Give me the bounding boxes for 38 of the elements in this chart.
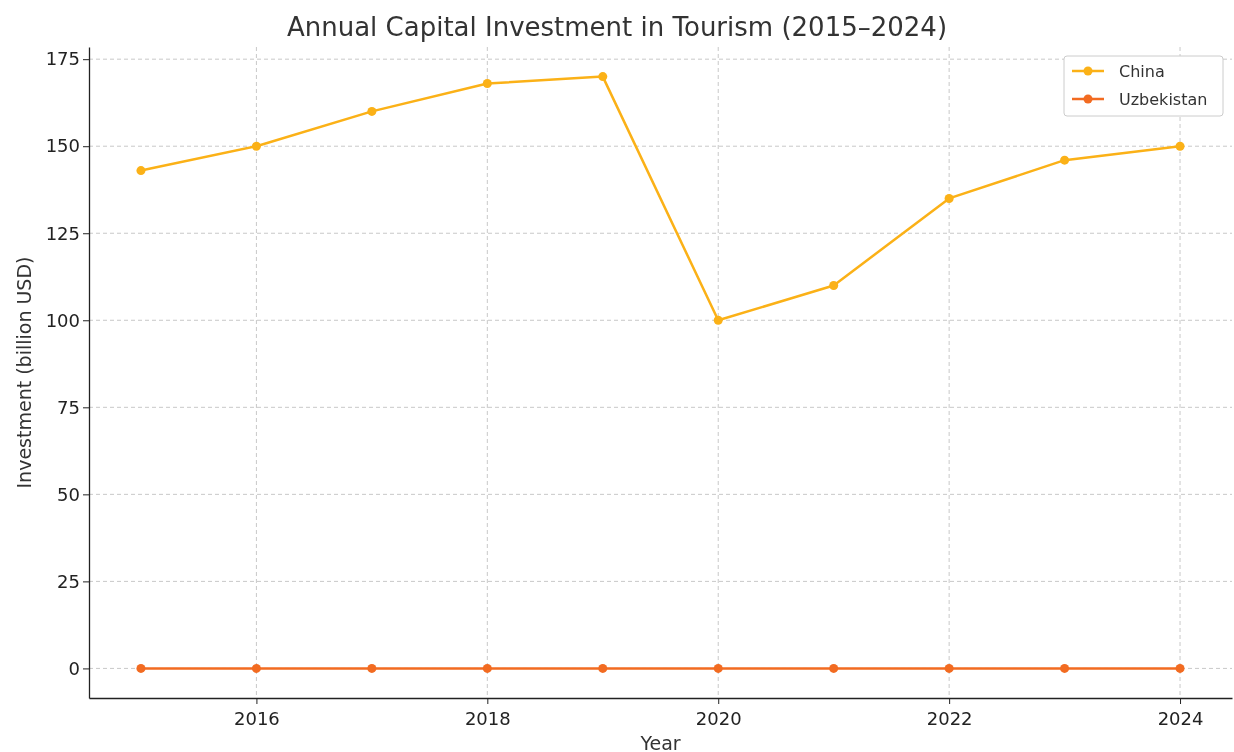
point <box>1175 663 1185 673</box>
legend-label: Uzbekistan <box>1119 90 1208 109</box>
y-tick-label: 100 <box>45 309 80 331</box>
point <box>136 166 146 176</box>
y-tick-label: 75 <box>57 396 80 418</box>
point <box>944 193 954 203</box>
chart-title: Annual Capital Investment in Tourism (2015–2024) <box>286 12 948 42</box>
point <box>251 663 261 673</box>
point <box>251 141 261 151</box>
y-axis-title: Investment (billion USD) <box>13 256 35 489</box>
point <box>367 106 377 116</box>
point <box>482 663 492 673</box>
x-tick-label: 2020 <box>695 708 742 729</box>
point <box>1060 663 1070 673</box>
point <box>482 79 492 89</box>
y-tick-label: 125 <box>45 222 80 244</box>
y-tick-label: 150 <box>45 135 80 157</box>
point <box>136 663 146 673</box>
point <box>598 72 608 82</box>
point <box>713 315 723 325</box>
x-tick-label: 2016 <box>234 708 280 729</box>
point <box>944 663 954 673</box>
y-tick-label: 50 <box>57 483 80 505</box>
x-tick-label: 2022 <box>926 708 973 729</box>
x-tick-label: 2018 <box>464 708 511 729</box>
point <box>1175 141 1185 151</box>
y-tick-label: 0 <box>68 657 80 679</box>
x-tick-label: 2024 <box>1157 708 1204 729</box>
point <box>367 663 377 673</box>
point <box>598 663 608 673</box>
y-tick-label: 25 <box>57 570 80 592</box>
point <box>829 280 839 290</box>
x-axis-title: Year <box>639 732 681 752</box>
point <box>713 663 723 673</box>
legend-label: China <box>1119 62 1165 81</box>
point <box>829 663 839 673</box>
point <box>1060 155 1070 165</box>
y-tick-label: 175 <box>45 48 80 70</box>
